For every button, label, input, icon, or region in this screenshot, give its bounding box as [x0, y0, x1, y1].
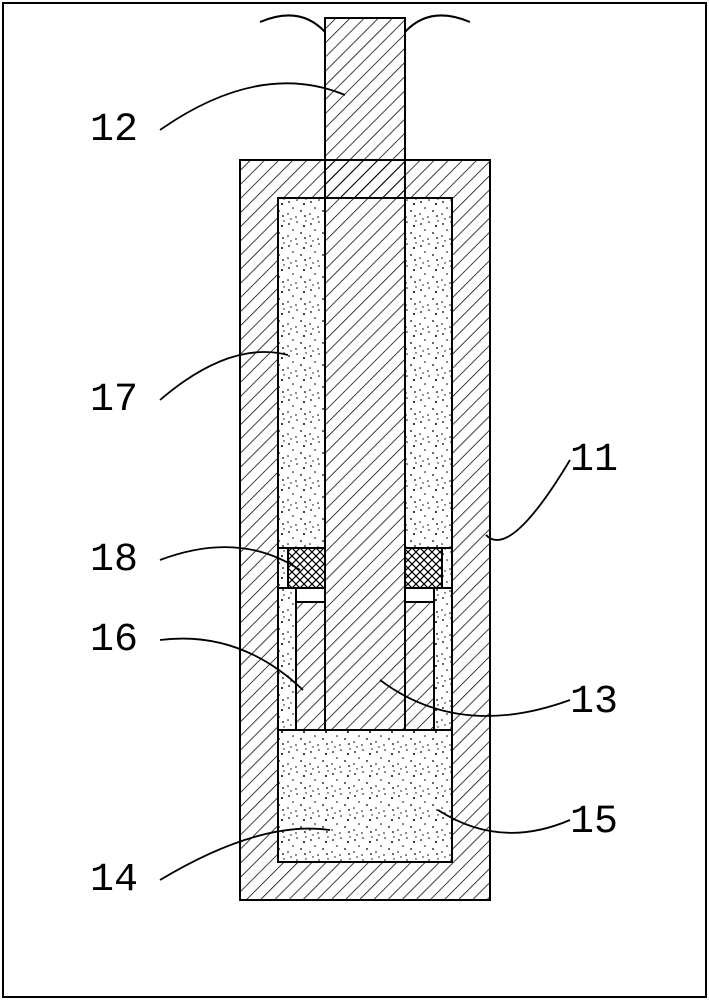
label-13: 13 [570, 680, 618, 725]
upper-speckle-right [405, 198, 452, 548]
sleeve-left [296, 602, 325, 730]
diagram-canvas: 12 17 18 16 14 11 13 15 [0, 0, 709, 1000]
label-16: 16 [90, 618, 138, 663]
shaft [325, 18, 405, 730]
collar-gap-right [442, 548, 452, 588]
shaft-break-left [260, 15, 325, 32]
sleeve-right [405, 602, 434, 730]
label-18: 18 [90, 538, 138, 583]
notch-right [405, 588, 434, 602]
collar-right [405, 548, 442, 588]
bottom-chamber [278, 730, 452, 862]
label-11: 11 [570, 438, 618, 483]
label-15: 15 [570, 800, 618, 845]
label-12: 12 [90, 108, 138, 153]
upper-speckle-left [278, 198, 325, 548]
lower-gap-left [278, 588, 296, 730]
collar-gap-left [278, 548, 288, 588]
label-14: 14 [90, 858, 138, 903]
notch-left [296, 588, 325, 602]
collar-left [288, 548, 325, 588]
shaft-entry-gap [325, 160, 405, 198]
shaft-break-right [405, 15, 470, 32]
label-17: 17 [90, 378, 138, 423]
